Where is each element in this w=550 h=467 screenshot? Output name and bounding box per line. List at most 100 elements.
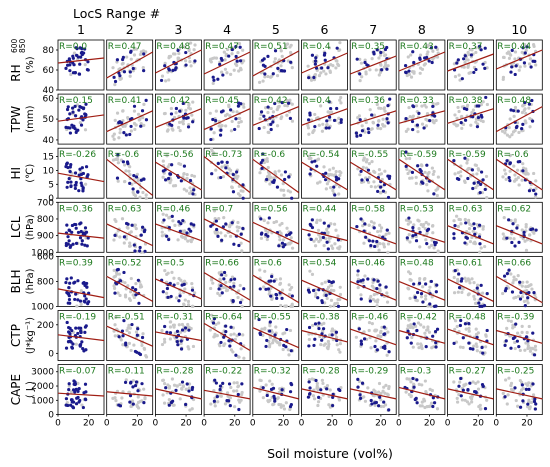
data-point-background <box>117 272 121 276</box>
data-point-highlighted <box>235 59 239 63</box>
data-point-highlighted <box>234 353 238 357</box>
data-point-background <box>75 103 79 107</box>
data-point-highlighted <box>333 193 337 197</box>
regression-line <box>496 329 543 344</box>
scatter-panel: R=-0.19 <box>57 310 105 361</box>
data-point-background <box>142 347 147 351</box>
data-point-highlighted <box>168 172 172 176</box>
data-point-background <box>459 222 463 226</box>
data-point-background <box>133 127 137 131</box>
data-point-highlighted <box>81 405 85 410</box>
data-point-background <box>408 272 412 276</box>
data-point-highlighted <box>272 180 276 184</box>
data-point-background <box>424 124 429 128</box>
row-variable-name: RH <box>9 64 23 81</box>
data-point-background <box>356 273 360 277</box>
data-point-background <box>359 293 363 297</box>
data-point-highlighted <box>121 160 125 164</box>
data-point-background <box>376 334 380 338</box>
data-point-background <box>217 217 221 221</box>
data-point-background <box>176 238 180 242</box>
data-point-highlighted <box>70 230 74 234</box>
data-point-highlighted <box>209 224 213 228</box>
correlation-label: R=-0.27 <box>449 367 486 377</box>
y-tick-label: 15 <box>43 153 54 163</box>
data-point-background <box>457 109 461 114</box>
data-point-highlighted <box>259 161 263 165</box>
data-point-background <box>275 74 280 78</box>
data-point-background <box>315 386 319 390</box>
data-point-background <box>524 223 528 227</box>
data-point-highlighted <box>131 402 135 406</box>
data-point-highlighted <box>427 59 431 63</box>
correlation-label: R=0.48 <box>156 42 190 52</box>
data-point-highlighted <box>280 296 284 300</box>
data-point-highlighted <box>74 130 78 134</box>
data-point-highlighted <box>327 100 331 104</box>
data-point-highlighted <box>66 126 70 130</box>
data-point-highlighted <box>131 385 135 389</box>
correlation-label: R=-0.6 <box>497 150 529 160</box>
data-point-highlighted <box>457 177 461 181</box>
data-point-highlighted <box>177 299 181 303</box>
data-point-highlighted <box>265 393 269 398</box>
data-point-background <box>284 401 288 405</box>
data-point-background <box>127 169 131 173</box>
correlation-label: R=0.66 <box>497 258 531 268</box>
scatter-panel: R=0.46 <box>154 201 202 253</box>
data-point-background <box>532 171 536 176</box>
data-point-highlighted <box>193 59 197 63</box>
data-point-background <box>474 46 478 50</box>
data-point-background <box>193 43 197 47</box>
data-point-background <box>160 74 165 78</box>
data-point-highlighted <box>69 244 73 248</box>
data-point-background <box>322 69 326 73</box>
data-point-background <box>125 55 129 59</box>
data-point-background <box>138 52 143 57</box>
data-point-background <box>259 112 263 117</box>
data-point-background <box>382 106 386 110</box>
data-point-highlighted <box>66 180 70 184</box>
data-point-highlighted <box>75 396 79 400</box>
data-point-background <box>161 212 165 216</box>
data-point-highlighted <box>335 106 339 111</box>
data-point-background <box>406 171 410 176</box>
scatter-panel: R=-0.280 20 <box>299 364 348 429</box>
data-point-highlighted <box>463 54 467 58</box>
data-point-highlighted <box>358 118 362 122</box>
data-point-background <box>184 387 188 391</box>
data-point-background <box>383 391 387 395</box>
data-point-highlighted <box>373 244 377 249</box>
data-point-background <box>280 54 284 58</box>
data-point-highlighted <box>236 104 241 108</box>
data-point-background <box>457 73 461 77</box>
data-point-highlighted <box>112 75 116 79</box>
data-point-background <box>267 345 272 349</box>
data-point-highlighted <box>168 331 173 335</box>
data-point-background <box>334 228 338 232</box>
data-point-background <box>520 228 524 232</box>
data-point-highlighted <box>219 56 223 61</box>
data-point-highlighted <box>79 329 83 333</box>
data-point-background <box>367 328 371 333</box>
data-point-background <box>311 323 315 328</box>
data-point-background <box>271 403 275 407</box>
correlation-label: R=0.46 <box>351 258 385 268</box>
data-point-highlighted <box>376 123 380 127</box>
scatter-panel: R=-0.64 <box>203 310 251 361</box>
y-tick-label: 60 <box>43 66 55 76</box>
data-point-background <box>183 45 187 49</box>
data-point-highlighted <box>83 330 87 334</box>
data-point-background <box>424 105 428 109</box>
data-point-highlighted <box>80 166 84 170</box>
correlation-label: R=-0.11 <box>108 367 145 377</box>
data-point-background <box>465 400 470 404</box>
data-point-highlighted <box>83 300 87 304</box>
data-point-background <box>501 75 506 79</box>
data-point-highlighted <box>368 299 372 303</box>
data-point-background <box>228 396 233 400</box>
data-point-highlighted <box>366 168 371 172</box>
data-point-highlighted <box>375 286 379 291</box>
data-point-background <box>326 110 330 114</box>
data-point-highlighted <box>313 159 317 163</box>
